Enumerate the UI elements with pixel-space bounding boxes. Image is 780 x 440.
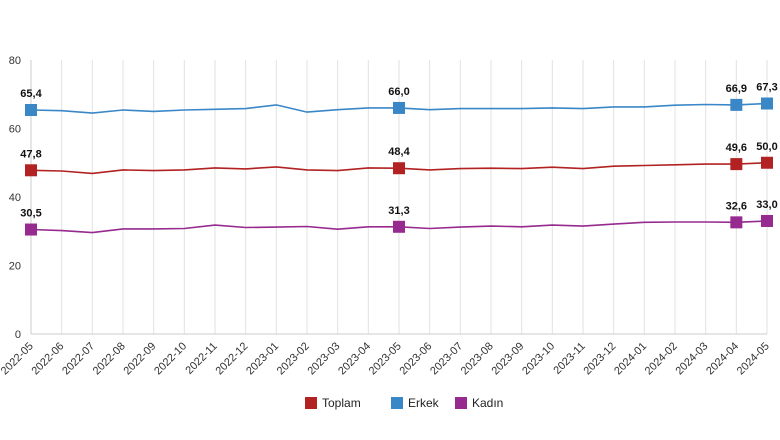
y-tick-label: 80 [9,55,21,67]
y-tick-label: 0 [15,329,21,341]
x-tick-label: 2023-04 [336,340,373,377]
data-label: 33,0 [756,199,777,211]
data-label: 31,3 [388,205,409,217]
x-tick-label: 2023-03 [305,340,342,377]
x-tick-label: 2023-09 [489,340,526,377]
x-tick-label: 2023-05 [367,340,404,377]
x-tick-label: 2022-08 [91,340,128,377]
x-tick-label: 2022-05 [0,340,36,377]
data-marker [761,214,773,227]
y-tick-label: 20 [9,261,21,273]
x-tick-label: 2022-12 [213,340,250,377]
data-label: 65,4 [20,88,42,100]
data-label: 66,0 [388,86,409,98]
data-marker [25,164,37,177]
grid-lines [30,60,768,334]
data-label: 49,6 [726,142,747,154]
x-tick-label: 2023-06 [397,340,434,377]
legend-label: Kadın [472,396,503,410]
x-axis-ticks: 2022-052022-062022-072022-082022-092022-… [0,340,772,377]
data-marker [25,104,37,117]
x-tick-label: 2024-04 [704,340,741,377]
data-label: 67,3 [756,81,777,93]
y-axis-ticks: 0 20 40 60 80 [9,55,21,341]
x-tick-label: 2022-10 [152,340,189,377]
legend-swatch [391,397,403,409]
x-tick-label: 2023-07 [428,340,465,377]
legend-label: Toplam [322,396,361,410]
data-marker [730,98,743,111]
data-label: 50,0 [756,141,777,153]
legend: Toplam Erkek Kadın [305,396,503,410]
data-marker [730,158,743,171]
x-tick-label: 2022-07 [60,340,97,377]
data-label: 30,5 [20,208,41,220]
x-tick-label: 2023-12 [581,340,618,377]
x-tick-label: 2023-11 [551,340,587,376]
data-markers [25,97,773,236]
legend-swatch [305,397,317,409]
y-tick-label: 40 [9,192,21,204]
data-marker [393,162,405,175]
data-label: 47,8 [20,148,41,160]
x-tick-label: 2023-01 [244,340,281,377]
data-labels: 47,8 48,4 49,6 50,0 65,4 66,0 66,9 67,3 30,5 31,3… [20,81,777,219]
data-marker [25,223,37,236]
x-tick-label: 2022-11 [183,340,219,376]
x-tick-label: 2024-02 [643,340,680,377]
x-tick-label: 2024-03 [673,340,710,377]
x-tick-label: 2023-08 [459,340,496,377]
data-marker [393,101,405,114]
data-label: 66,9 [726,83,747,95]
x-tick-label: 2023-02 [275,340,312,377]
data-marker [761,156,773,169]
x-tick-label: 2022-09 [121,340,158,377]
data-marker [393,220,405,233]
y-tick-label: 60 [9,124,21,136]
x-tick-label: 2023-10 [520,340,557,377]
data-label: 48,4 [388,146,410,158]
x-tick-label: 2024-01 [612,340,649,377]
data-marker [730,216,743,229]
data-marker [761,97,773,110]
x-tick-label: 2024-05 [735,340,772,377]
x-tick-label: 2022-06 [29,340,66,377]
data-label: 32,6 [726,200,747,212]
legend-label: Erkek [408,396,440,410]
legend-swatch [455,397,467,409]
